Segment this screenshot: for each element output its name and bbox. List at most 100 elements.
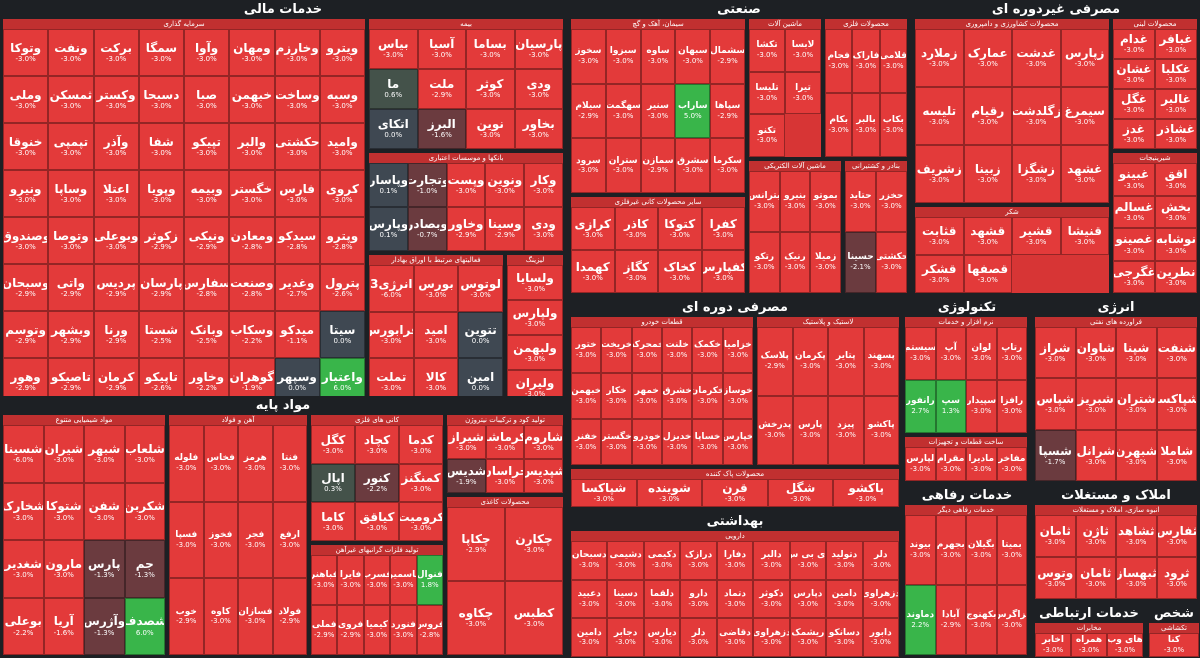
stock-tile[interactable]: قشکر -3.0% (915, 255, 964, 293)
stock-tile[interactable]: کهمدا -3.0% (571, 250, 615, 293)
stock-tile[interactable]: غبینو -3.0% (1113, 163, 1155, 196)
stock-tile[interactable]: دسینا -3.0% (607, 579, 644, 619)
stock-tile[interactable]: فاسمین-3.0% (390, 555, 417, 605)
stock-tile[interactable]: اپال 0.3% (311, 463, 355, 503)
stock-tile[interactable]: شبهرن -3.0% (1116, 429, 1157, 481)
stock-tile[interactable]: وساخت -3.0% (274, 76, 320, 123)
stock-tile[interactable]: شسینا -6.0% (3, 425, 44, 483)
stock-tile[interactable]: بمیتا -3.0% (996, 515, 1027, 585)
stock-tile[interactable]: زکوثر -2.9% (138, 217, 184, 264)
stock-tile[interactable]: غدز -3.0% (1113, 119, 1155, 149)
stock-tile[interactable]: کخاک -3.0% (658, 250, 702, 293)
stock-tile[interactable]: وآژرس -1.3% (84, 597, 125, 655)
stock-tile[interactable]: مادیرا -3.0% (966, 447, 997, 481)
stock-tile[interactable]: رافزا -3.0% (996, 380, 1027, 433)
stock-tile[interactable]: خشرق -3.0% (662, 373, 693, 419)
stock-tile[interactable]: کتوکا -3.0% (658, 207, 702, 250)
stock-tile[interactable]: ساوه -3.0% (640, 29, 676, 84)
stock-tile[interactable]: بیاس -3.0% (369, 29, 418, 69)
stock-tile[interactable]: دلقما -3.0% (643, 579, 681, 619)
stock-tile[interactable]: وآوا -3.0% (184, 29, 230, 76)
stock-tile[interactable]: پارس -1.3% (84, 540, 125, 598)
stock-tile[interactable]: دارو -3.0% (680, 579, 717, 619)
stock-tile[interactable]: مقرام -3.0% (935, 447, 966, 481)
stock-tile[interactable]: دکیمی -3.0% (643, 541, 681, 580)
stock-tile[interactable]: پتایر -3.0% (828, 327, 864, 396)
stock-tile[interactable]: خریخت -3.0% (601, 327, 632, 373)
stock-tile[interactable]: پاکشو -3.0% (863, 396, 899, 465)
stock-tile[interactable]: زشریف -3.0% (915, 145, 964, 203)
stock-tile[interactable]: کروی -3.0% (319, 170, 365, 217)
stock-tile[interactable]: دماوند 2.2% (905, 585, 936, 655)
stock-tile[interactable]: دقاضی -3.0% (716, 618, 754, 657)
stock-tile[interactable]: بنیرو -3.0% (779, 171, 811, 232)
stock-tile[interactable]: فولاد -2.9% (272, 578, 307, 655)
stock-tile[interactable]: خمهر -3.0% (631, 373, 662, 419)
stock-tile[interactable]: کگل -3.0% (311, 425, 355, 464)
stock-tile[interactable]: تکنو -3.0% (749, 114, 785, 157)
stock-tile[interactable]: شصدف 6.0% (124, 597, 165, 655)
stock-tile[interactable]: خکار -3.0% (601, 373, 632, 419)
stock-tile[interactable]: سپ 1.3% (935, 380, 966, 433)
stock-tile[interactable]: اخابر -3.0% (1035, 633, 1071, 657)
stock-tile[interactable]: چکاپا -2.9% (447, 507, 505, 581)
stock-tile[interactable]: دی بی س-3.0% (789, 541, 827, 580)
stock-tile[interactable]: های وب -3.0% (1107, 633, 1143, 657)
stock-tile[interactable]: خودرو -3.0% (631, 419, 662, 465)
stock-tile[interactable]: کفپارس-3.0% (701, 250, 745, 293)
stock-tile[interactable]: تلیسا -3.0% (749, 71, 785, 115)
stock-tile[interactable]: اعتلا -3.0% (93, 170, 139, 217)
stock-tile[interactable]: دامین -3.0% (826, 579, 863, 619)
stock-tile[interactable]: غشاذر -3.0% (1155, 119, 1197, 149)
stock-tile[interactable]: آپ -3.0% (935, 327, 966, 380)
stock-tile[interactable]: خبهمن -3.0% (229, 76, 275, 123)
stock-tile[interactable]: وآذر -3.0% (93, 123, 139, 170)
stock-tile[interactable]: سمگا -3.0% (138, 29, 184, 76)
stock-tile[interactable]: ولپارس -3.0% (507, 300, 563, 335)
stock-tile[interactable]: کنا -3.0% (1149, 633, 1199, 657)
stock-tile[interactable]: لوان -3.0% (966, 327, 997, 380)
stock-tile[interactable]: کمنگنز -3.0% (399, 463, 443, 503)
stock-tile[interactable]: قصفها -3.0% (963, 255, 1012, 293)
stock-tile[interactable]: قشهد -3.0% (963, 217, 1012, 255)
stock-tile[interactable]: لوتوس -3.0% (458, 265, 503, 312)
stock-tile[interactable]: ختور -3.0% (571, 327, 602, 373)
stock-tile[interactable]: قشیر -3.0% (1012, 217, 1061, 255)
stock-tile[interactable]: خگستر -3.0% (601, 419, 632, 465)
stock-tile[interactable]: واتی -2.9% (48, 264, 94, 311)
stock-tile[interactable]: شرانل -3.0% (1075, 429, 1116, 481)
stock-tile[interactable]: عمارک -3.0% (963, 29, 1012, 87)
stock-tile[interactable]: خراسان-3.0% (485, 459, 525, 493)
stock-tile[interactable]: وکستر -3.0% (93, 76, 139, 123)
stock-tile[interactable]: خبهمن -3.0% (571, 373, 602, 419)
stock-tile[interactable]: کطبس -3.0% (505, 581, 563, 655)
stock-tile[interactable]: کچاد -3.0% (355, 425, 399, 464)
stock-tile[interactable]: وبانک -2.5% (184, 311, 230, 358)
stock-tile[interactable]: انرژی3 -6.0% (369, 265, 414, 312)
stock-tile[interactable]: اقق -3.0% (1155, 163, 1197, 196)
stock-tile[interactable]: خزامیا -3.0% (722, 327, 753, 373)
stock-tile[interactable]: خلنت -3.0% (662, 327, 693, 373)
stock-tile[interactable]: سیتا 0.0% (319, 311, 365, 358)
stock-tile[interactable]: شسپا -1.7% (1035, 429, 1076, 481)
stock-tile[interactable]: غبافر -3.0% (1155, 29, 1197, 59)
stock-tile[interactable]: رنیک -3.0% (779, 232, 811, 293)
stock-tile[interactable]: شاروم -3.0% (524, 425, 563, 459)
stock-tile[interactable]: وپارس 0.1% (369, 207, 408, 251)
stock-tile[interactable]: ستران -3.0% (605, 138, 641, 193)
stock-tile[interactable]: ومهان -3.0% (229, 29, 275, 76)
stock-tile[interactable]: دشیمی -3.0% (607, 541, 644, 580)
stock-tile[interactable]: فلوله -3.0% (169, 425, 204, 502)
stock-tile[interactable]: شاوان -3.0% (1075, 327, 1116, 379)
stock-tile[interactable]: دزهراوی -3.0% (862, 579, 899, 619)
stock-tile[interactable]: سیدکو -2.8% (274, 217, 320, 264)
stock-tile[interactable]: کرومیت -3.0% (399, 502, 443, 541)
stock-tile[interactable]: فارس -3.0% (274, 170, 320, 217)
stock-tile[interactable]: شپاکسا -3.0% (571, 479, 637, 507)
stock-tile[interactable]: رتکو -3.0% (749, 232, 780, 293)
stock-tile[interactable]: وخاور -2.9% (446, 207, 486, 251)
stock-tile[interactable]: رانفور 2.7% (905, 380, 936, 433)
stock-tile[interactable]: غدام -3.0% (1113, 29, 1155, 59)
stock-tile[interactable]: وتجارت-1.0% (407, 163, 447, 207)
stock-tile[interactable]: غصینو -3.0% (1113, 228, 1155, 261)
